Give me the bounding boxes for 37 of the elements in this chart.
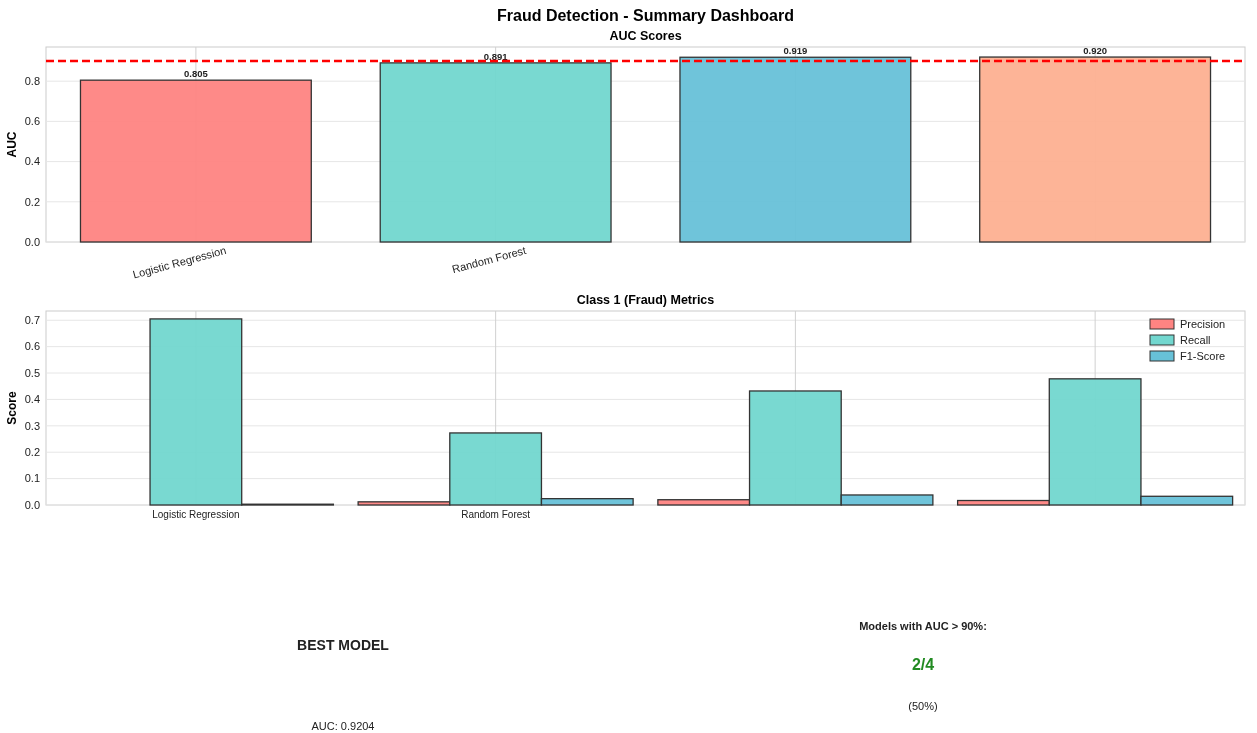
bar [679,56,912,243]
y-tick-label: 0.1 [24,472,40,485]
y-tick-label: 0.6 [24,340,40,353]
x-tick-label: Random Forest [461,509,531,520]
y-axis-title: AUC [5,131,19,158]
x-tick-label: Random Forest [450,244,528,276]
text: (50%) [908,700,938,712]
y-tick-label: 0.0 [24,235,40,248]
y-tick-label: 0.7 [24,314,40,327]
chart-title: Fraud Detection - Summary Dashboard [497,7,794,24]
legend-label: F1-Score [1180,349,1226,362]
text: AUC: 0.9204 [311,720,375,732]
bar [379,62,612,243]
y-tick-label: 0.6 [24,115,40,128]
text: Models with AUC > 90%: [859,620,987,632]
bar [79,79,312,243]
text: 2/4 [911,656,935,673]
y-tick-label: 0.2 [24,195,40,208]
y-axis-title: Score [5,391,19,425]
y-tick-label: 0.0 [24,498,40,511]
y-tick-label: 0.8 [24,75,40,88]
y-tick-label: 0.3 [24,419,40,432]
chart-title: Class 1 (Fraud) Metrics [576,293,715,307]
data-label: 0.920 [1083,45,1108,57]
data-label: 0.805 [183,68,209,80]
text: BEST MODEL [297,637,390,653]
legend-label: Recall [1180,333,1211,346]
data-label: 0.891 [483,50,509,62]
data-label: 0.919 [783,45,808,57]
chart-subtitle: AUC Scores [609,29,682,43]
y-tick-label: 0.4 [24,393,40,406]
legend-label: Precision [1180,317,1226,330]
bar [979,56,1212,243]
y-tick-label: 0.4 [24,155,40,168]
y-tick-label: 0.5 [24,366,40,379]
y-tick-label: 0.2 [24,446,40,459]
x-tick-label: Logistic Regression [152,509,240,520]
